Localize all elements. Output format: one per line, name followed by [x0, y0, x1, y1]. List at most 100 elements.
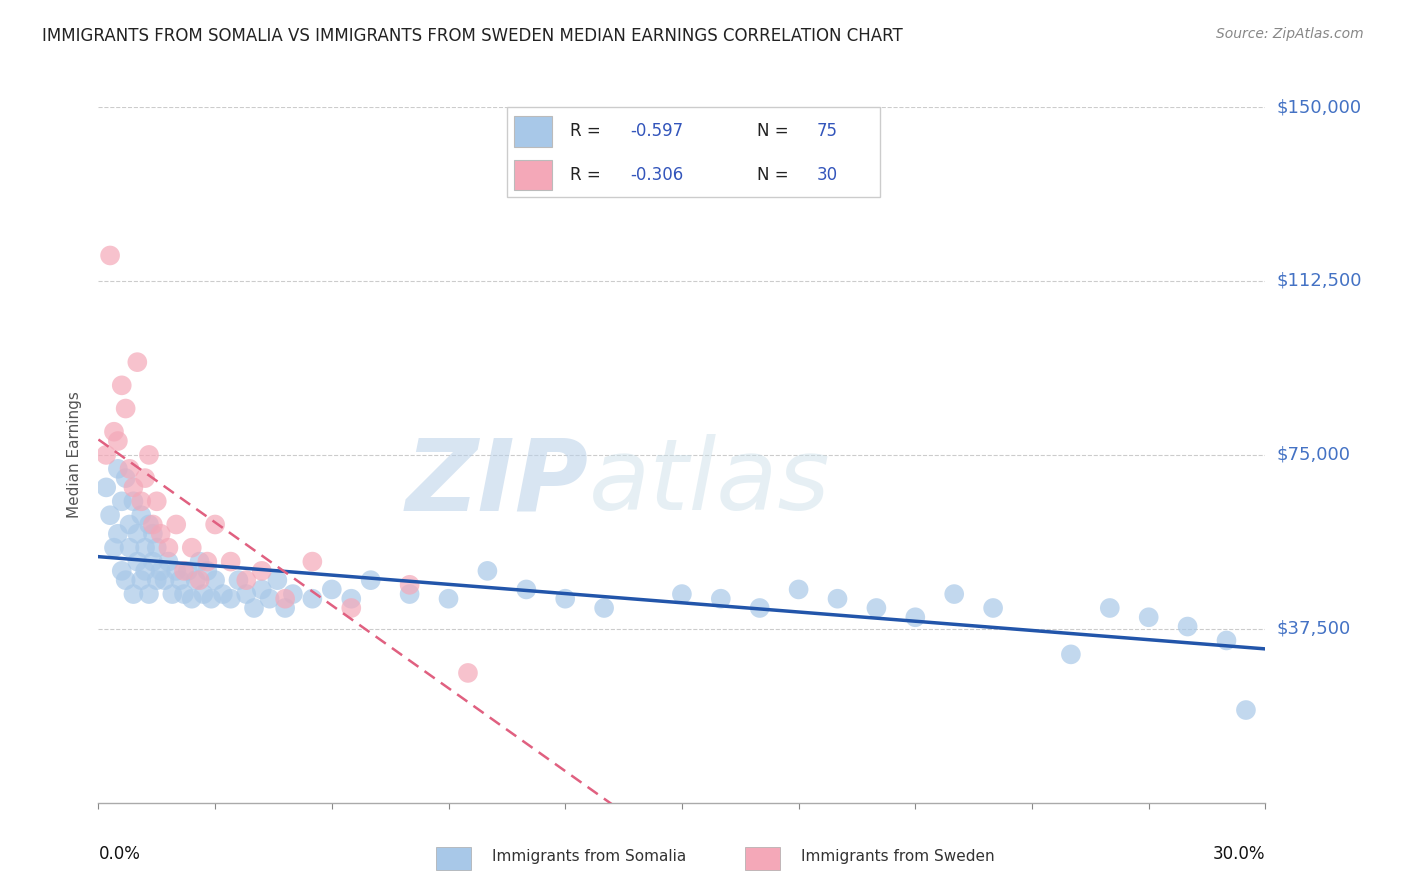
Point	[340, 591, 363, 606]
Point	[142, 517, 165, 532]
Point	[129, 573, 152, 587]
Point	[146, 541, 169, 555]
Point	[457, 665, 479, 680]
Point	[114, 471, 136, 485]
Point	[243, 601, 266, 615]
Point	[149, 526, 172, 541]
Point	[122, 480, 145, 494]
Point	[710, 591, 733, 606]
Point	[138, 587, 160, 601]
Point	[301, 555, 323, 569]
Point	[129, 508, 152, 523]
Point	[111, 378, 134, 392]
Point	[981, 601, 1004, 615]
Point	[157, 541, 180, 555]
Point	[134, 564, 156, 578]
Point	[96, 448, 118, 462]
Point	[266, 573, 288, 587]
Point	[122, 494, 145, 508]
Text: Immigrants from Sweden: Immigrants from Sweden	[801, 849, 995, 863]
Point	[122, 587, 145, 601]
Text: $75,000: $75,000	[1277, 446, 1351, 464]
Point	[96, 480, 118, 494]
Point	[671, 587, 693, 601]
Point	[134, 541, 156, 555]
Text: ZIP: ZIP	[405, 434, 589, 532]
Point	[107, 434, 129, 448]
Text: Source: ZipAtlas.com: Source: ZipAtlas.com	[1216, 27, 1364, 41]
Point	[904, 610, 927, 624]
Point	[865, 601, 887, 615]
Point	[98, 248, 121, 262]
Point	[195, 555, 218, 569]
Text: IMMIGRANTS FROM SOMALIA VS IMMIGRANTS FROM SWEDEN MEDIAN EARNINGS CORRELATION CH: IMMIGRANTS FROM SOMALIA VS IMMIGRANTS FR…	[42, 27, 903, 45]
Point	[127, 555, 149, 569]
Text: $112,500: $112,500	[1277, 272, 1362, 290]
Point	[193, 587, 215, 601]
Point	[177, 564, 200, 578]
Point	[301, 591, 323, 606]
Point	[153, 573, 176, 587]
Point	[142, 526, 165, 541]
Point	[250, 564, 273, 578]
Point	[200, 591, 222, 606]
Text: atlas: atlas	[589, 434, 830, 532]
Point	[173, 564, 195, 578]
Point	[127, 355, 149, 369]
Point	[103, 541, 125, 555]
Point	[107, 462, 129, 476]
Point	[127, 526, 149, 541]
Point	[1215, 633, 1237, 648]
Point	[1177, 619, 1199, 633]
Point	[134, 471, 156, 485]
Point	[173, 587, 195, 601]
Point	[103, 425, 125, 439]
Point	[593, 601, 616, 615]
Point	[118, 541, 141, 555]
Point	[1098, 601, 1121, 615]
Point	[219, 555, 242, 569]
Point	[165, 517, 187, 532]
Point	[118, 517, 141, 532]
Point	[219, 591, 242, 606]
Point	[398, 578, 420, 592]
Point	[180, 541, 202, 555]
Point	[114, 401, 136, 416]
Point	[118, 462, 141, 476]
Point	[146, 494, 169, 508]
Point	[1234, 703, 1257, 717]
Point	[515, 582, 537, 597]
Point	[554, 591, 576, 606]
Point	[169, 573, 191, 587]
Point	[398, 587, 420, 601]
Point	[228, 573, 250, 587]
Point	[195, 564, 218, 578]
Point	[477, 564, 499, 578]
Point	[162, 587, 184, 601]
Point	[98, 508, 121, 523]
Point	[274, 601, 297, 615]
Point	[212, 587, 235, 601]
Point	[107, 526, 129, 541]
Point	[235, 587, 257, 601]
Point	[235, 573, 257, 587]
Point	[1137, 610, 1160, 624]
Point	[281, 587, 304, 601]
Point	[321, 582, 343, 597]
Point	[250, 582, 273, 597]
Point	[180, 591, 202, 606]
Point	[184, 573, 207, 587]
Text: $150,000: $150,000	[1277, 98, 1361, 116]
Point	[138, 517, 160, 532]
Point	[204, 517, 226, 532]
Point	[114, 573, 136, 587]
Point	[787, 582, 810, 597]
Text: 0.0%: 0.0%	[98, 845, 141, 863]
Y-axis label: Median Earnings: Median Earnings	[67, 392, 83, 518]
Point	[157, 555, 180, 569]
Point	[943, 587, 966, 601]
Point	[259, 591, 281, 606]
Text: Immigrants from Somalia: Immigrants from Somalia	[492, 849, 686, 863]
Point	[827, 591, 849, 606]
Point	[340, 601, 363, 615]
